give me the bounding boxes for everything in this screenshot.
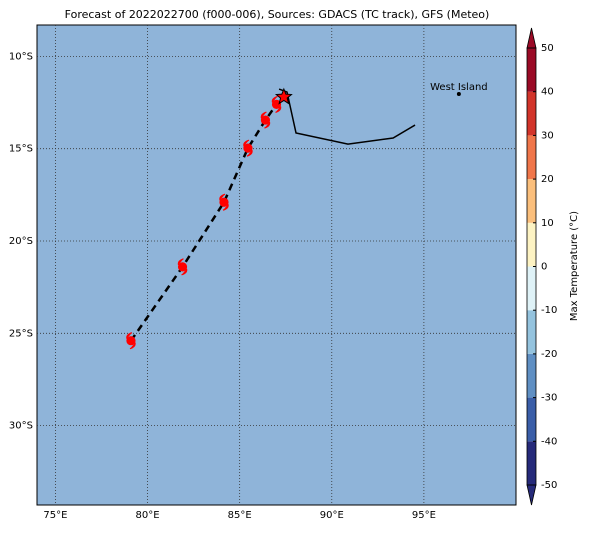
colorbar-tick-label: 10 xyxy=(541,218,554,229)
current-position xyxy=(274,87,293,105)
colorbar-tick-label: -30 xyxy=(541,393,557,404)
colorbar-band xyxy=(527,397,536,442)
colorbar-band xyxy=(527,135,536,180)
colorbar-tick-label: -40 xyxy=(541,436,557,447)
x-tick-label: 85°E xyxy=(228,510,252,521)
colorbar-extend-bottom xyxy=(526,484,537,506)
colorbar-tick-label: -50 xyxy=(541,480,557,491)
colorbar-tick-label: 40 xyxy=(541,87,554,98)
x-tick-label: 75°E xyxy=(43,510,67,521)
y-tick-label: 10°S xyxy=(9,51,33,62)
colorbar-extend-top xyxy=(526,27,537,49)
cyclone-marker xyxy=(177,258,188,276)
colorbar-tick-label: 20 xyxy=(541,174,554,185)
title: Forecast of 2022022700 (f000-006), Sourc… xyxy=(65,8,490,21)
cyclone-marker xyxy=(126,332,136,350)
colorbar-band xyxy=(527,48,536,92)
cyclone-marker xyxy=(260,111,271,129)
y-tick-label: 25°S xyxy=(9,328,33,339)
colorbar-band xyxy=(527,441,536,485)
colorbar-tick-label: -20 xyxy=(541,349,557,360)
place-label: West Island xyxy=(430,82,488,93)
cyclone-marker xyxy=(243,139,253,157)
colorbar-band xyxy=(527,266,536,311)
colorbar-band xyxy=(527,91,536,136)
colorbar-tick-label: 50 xyxy=(541,43,554,54)
colorbar-band xyxy=(527,310,536,354)
observed-track xyxy=(278,88,416,145)
colorbar-label: Max Temperature (°C) xyxy=(569,211,580,321)
x-tick-label: 80°E xyxy=(136,510,160,521)
colorbar-tick-label: -10 xyxy=(541,305,557,316)
y-tick-label: 15°S xyxy=(9,144,33,155)
x-tick-label: 90°E xyxy=(320,510,344,521)
cyclone-marker xyxy=(219,193,229,211)
colorbar-band xyxy=(527,179,536,223)
cyclone-marker xyxy=(271,95,282,113)
colorbar-band xyxy=(527,353,536,398)
colorbar-band xyxy=(527,222,536,267)
colorbar-tick-label: 0 xyxy=(541,262,547,273)
y-tick-label: 20°S xyxy=(9,236,33,247)
place-dot xyxy=(456,92,461,97)
y-tick-label: 30°S xyxy=(9,421,33,432)
colorbar-tick-label: 30 xyxy=(541,130,554,141)
forecast-track xyxy=(129,103,278,342)
x-tick-label: 95°E xyxy=(412,510,436,521)
